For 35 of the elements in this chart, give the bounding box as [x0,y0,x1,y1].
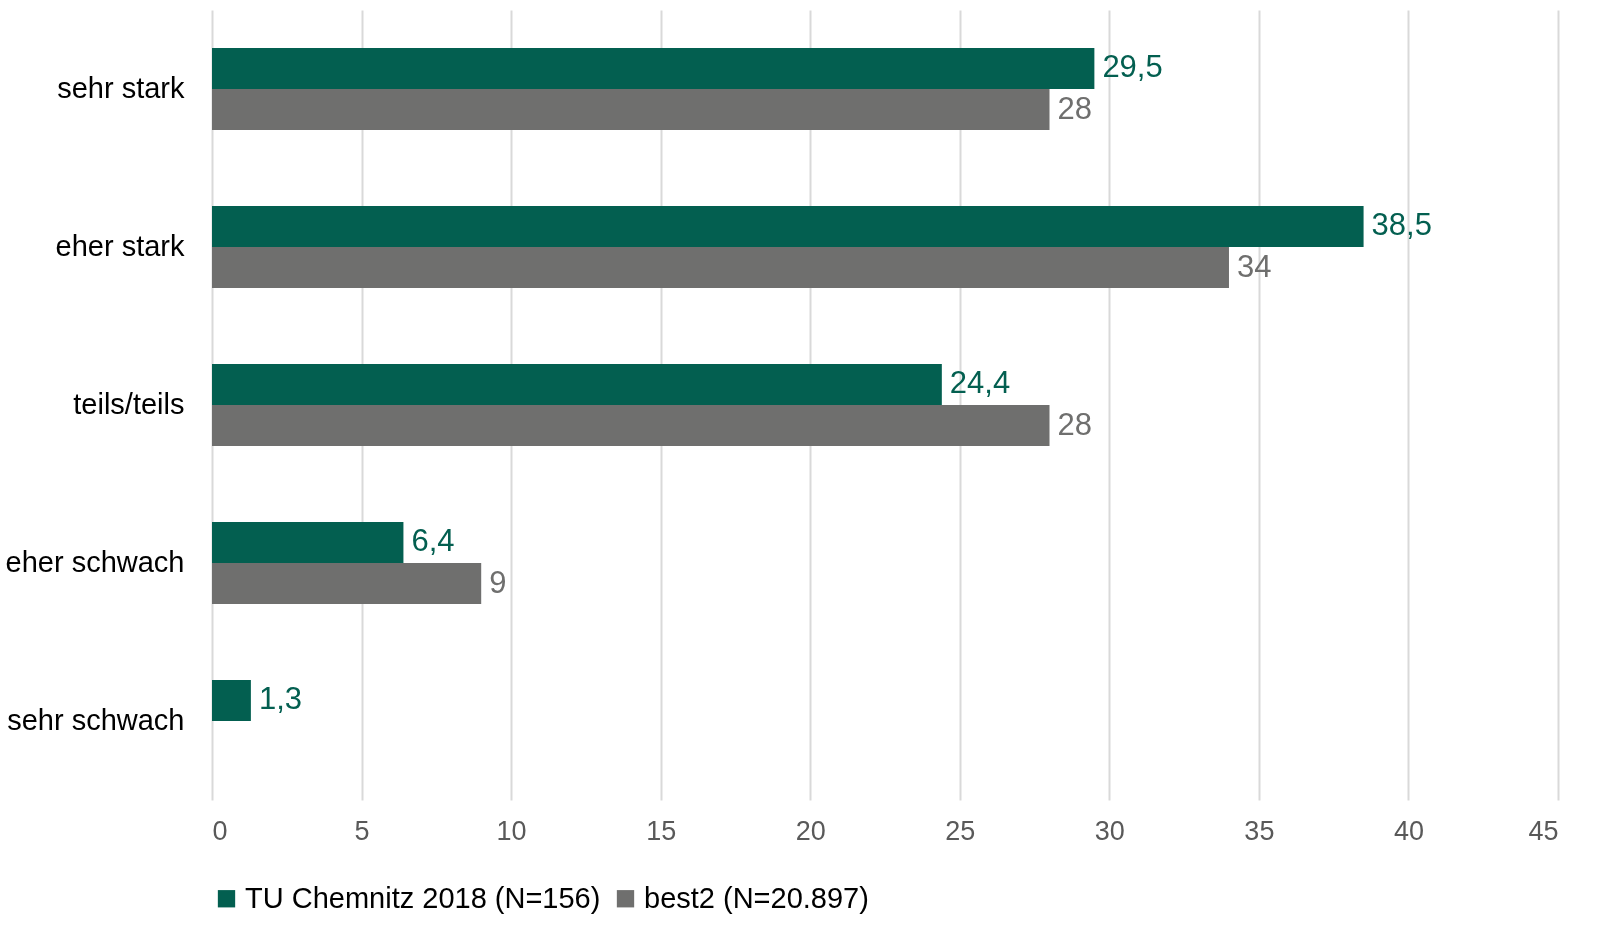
x-tick-label: 40 [1393,815,1424,846]
x-tick-label: 25 [945,815,976,846]
x-tick-label: 10 [496,815,527,846]
y-tick-label: eher schwach [5,546,185,578]
y-tick-label: teils/teils [73,388,185,420]
x-tick-label: 35 [1244,815,1275,846]
data-label: 9 [489,564,507,600]
bar [212,405,1050,447]
bar [212,89,1050,131]
x-tick-label: 15 [646,815,677,846]
data-label: 28 [1057,406,1092,442]
data-label: 1,3 [258,681,302,717]
data-label: 38,5 [1371,207,1432,243]
bar [212,363,942,405]
x-tick-label: 30 [1094,815,1125,846]
x-tick-label: 45 [1528,815,1559,846]
bar [212,47,1095,89]
bar [212,247,1229,289]
data-label: 28 [1057,90,1092,126]
bar [212,679,251,721]
bar [212,205,1364,247]
bar [212,521,404,563]
y-tick-label: sehr stark [57,72,185,104]
x-tick-label: 0 [212,815,228,846]
legend-label: TU Chemnitz 2018 (N=156) [245,881,601,914]
x-tick-label: 20 [795,815,826,846]
bar [212,563,482,605]
y-tick-label: sehr schwach [7,704,185,736]
data-label: 24,4 [949,365,1011,401]
y-tick-label: eher stark [55,230,185,262]
x-tick-label: 5 [354,815,370,846]
data-label: 34 [1236,248,1272,284]
data-label: 29,5 [1102,49,1163,85]
legend-label: best2 (N=20.897) [644,881,869,914]
data-label: 6,4 [411,523,455,559]
